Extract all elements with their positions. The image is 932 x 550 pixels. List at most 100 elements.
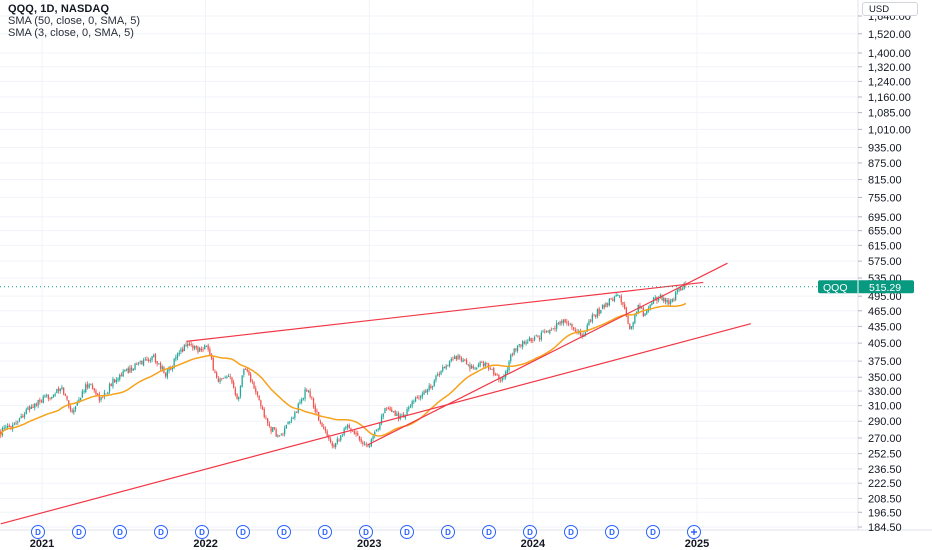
trendline[interactable]	[186, 281, 704, 342]
candle-body	[499, 380, 502, 382]
candle-body	[207, 345, 209, 350]
dividend-marker[interactable]	[523, 525, 537, 539]
last-price-symbol: QQQ	[823, 282, 848, 294]
candle-body	[596, 309, 599, 317]
y-tick-label: 405.00	[868, 338, 902, 350]
plus-icon	[691, 529, 697, 535]
currency-selector[interactable]: USD	[862, 2, 918, 16]
candle-body	[141, 360, 143, 365]
candle-body	[277, 435, 279, 437]
dividend-marker[interactable]	[441, 525, 455, 539]
candle-body	[644, 313, 646, 317]
candle-body	[413, 401, 415, 403]
candle-body	[267, 418, 269, 424]
candle-body	[297, 403, 299, 413]
dividend-marker[interactable]	[72, 525, 86, 539]
candle-body	[329, 439, 332, 443]
candle-body	[83, 391, 85, 393]
candle-body	[105, 393, 107, 395]
candle-body	[664, 297, 667, 303]
candle-body	[214, 371, 216, 374]
candle-body	[513, 349, 515, 355]
y-tick-label: 695.00	[868, 212, 902, 224]
dividend-marker-label: D	[117, 528, 123, 537]
dividend-marker[interactable]	[482, 525, 496, 539]
symbol-title[interactable]: QQQ, 1D, NASDAQ	[8, 3, 110, 15]
sma-50-legend[interactable]: SMA (50, close, 0, SMA, 5)	[8, 15, 141, 27]
candle-body	[10, 426, 12, 429]
trendline[interactable]	[0, 323, 751, 525]
dividend-marker[interactable]	[359, 525, 373, 539]
x-axis-labels: 2021 2022 2023 2024 2025	[30, 538, 709, 550]
candle-body	[142, 360, 145, 366]
candle-body	[136, 364, 138, 365]
dividend-marker[interactable]	[154, 525, 168, 539]
dividend-marker[interactable]	[277, 525, 291, 539]
candle-body	[185, 344, 187, 346]
candle-body	[51, 396, 53, 399]
candle-body	[151, 356, 153, 361]
dividend-marker[interactable]	[31, 525, 45, 539]
candle-body	[238, 396, 240, 400]
candle-body	[312, 398, 315, 407]
candle-body	[3, 427, 5, 429]
candle-body	[651, 303, 653, 306]
candle-body	[467, 364, 469, 366]
candle-body	[671, 298, 673, 303]
dividend-marker[interactable]	[400, 525, 414, 539]
candle-body	[318, 412, 320, 421]
candle-body	[617, 295, 619, 297]
candle-body	[566, 321, 568, 323]
dividend-marker[interactable]	[195, 525, 209, 539]
dividend-marker-label: D	[486, 528, 492, 537]
candle-body	[222, 377, 225, 379]
candle-body	[25, 409, 27, 415]
candle-body	[533, 337, 536, 341]
candle-body	[622, 302, 624, 305]
candle-body	[282, 434, 284, 436]
dividend-marker[interactable]	[113, 525, 127, 539]
dividend-marker[interactable]	[236, 525, 250, 539]
candle-body	[416, 396, 418, 399]
candle-body	[375, 429, 378, 432]
candle-body	[365, 444, 367, 446]
dividend-marker[interactable]	[318, 525, 332, 539]
candle-body	[460, 358, 463, 361]
candle-body	[204, 345, 206, 350]
y-tick-label: 935.00	[868, 142, 902, 154]
candle-body	[392, 411, 395, 413]
candle-body	[335, 442, 337, 448]
candle-body	[251, 381, 254, 382]
dividend-marker[interactable]	[605, 525, 619, 539]
candle-body	[122, 370, 124, 377]
candle-body	[306, 390, 308, 392]
candle-body	[139, 361, 141, 363]
candle-body	[22, 415, 24, 418]
sma-50-line	[0, 302, 687, 437]
trendline[interactable]	[367, 262, 728, 446]
dividend-marker[interactable]	[646, 525, 660, 539]
candle-body	[217, 378, 220, 382]
candle-body	[363, 443, 366, 445]
candle-body	[149, 359, 152, 361]
candle-body	[418, 397, 420, 399]
candle-body	[649, 304, 651, 309]
dividend-marker[interactable]	[564, 525, 578, 539]
y-tick-label: 196.50	[868, 507, 902, 519]
candle-body	[545, 331, 548, 333]
candle-body	[319, 421, 322, 424]
y-tick-label: 252.50	[868, 449, 902, 461]
candle-body	[256, 391, 259, 395]
candle-body	[550, 329, 553, 331]
candle-body	[226, 376, 228, 378]
candle-body	[593, 314, 595, 316]
dividend-marker-label: D	[240, 528, 246, 537]
sma-3-legend[interactable]: SMA (3, close, 0, SMA, 5)	[8, 27, 134, 39]
candle-body	[620, 295, 622, 303]
candle-body	[146, 359, 148, 361]
candle-body	[511, 354, 514, 355]
candle-body	[386, 407, 388, 409]
candle-body	[234, 388, 237, 395]
